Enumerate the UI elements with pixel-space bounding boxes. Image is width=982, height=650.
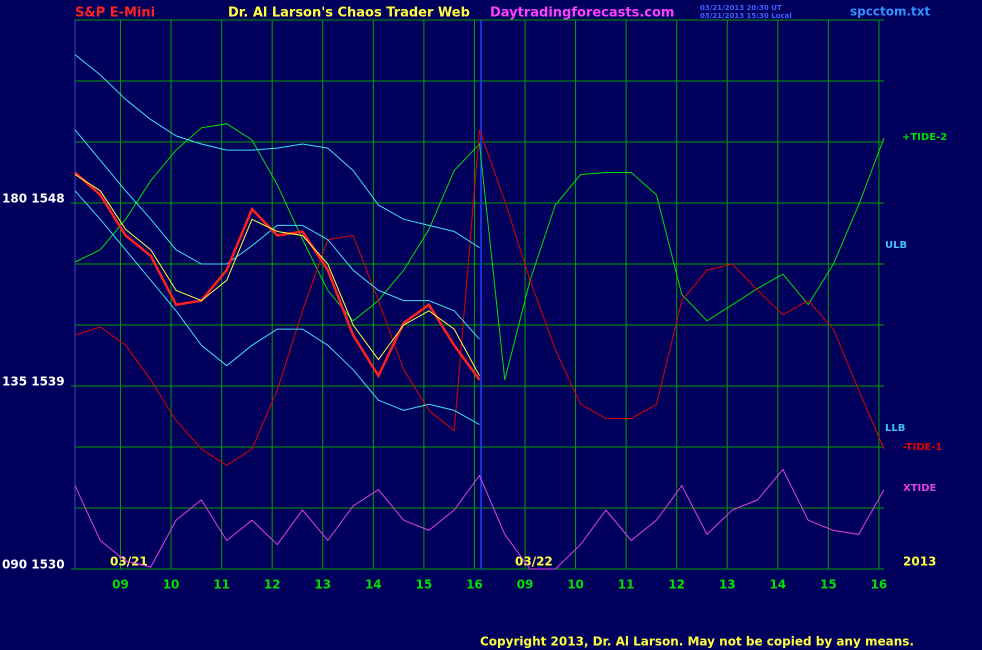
series-line: [74, 54, 480, 249]
x-tick-label: 13: [719, 578, 736, 592]
url: Daytradingforecasts.com: [490, 6, 674, 21]
y-tick-label: 180 1548: [2, 192, 65, 206]
x-tick-label: 11: [213, 578, 230, 592]
series-line: [74, 123, 885, 381]
x-tick-label: 12: [668, 578, 685, 592]
x-tick-label: 09: [517, 578, 534, 592]
series-label: -TIDE-1: [903, 442, 943, 453]
series-line: [74, 129, 480, 340]
x-tick-label: 15: [416, 578, 433, 592]
date-label: 2013: [903, 555, 936, 569]
copyright: Copyright 2013, Dr. Al Larson. May not b…: [480, 635, 914, 649]
x-tick-label: 14: [769, 578, 786, 592]
x-tick-label: 13: [314, 578, 331, 592]
x-tick-label: 16: [466, 578, 483, 592]
timestamp-ut: 03/21/2013 20:30 UT: [700, 4, 782, 12]
x-tick-label: 10: [163, 578, 180, 592]
y-tick-label: 135 1539: [2, 375, 65, 389]
series-label: ULB: [885, 240, 907, 251]
series-label: XTIDE: [903, 483, 937, 494]
date-label: 03/22: [515, 555, 553, 569]
plot-area: 180 1548 135 1539 090 1530 09 10 11 12 13 14 15 16…: [2, 19, 947, 592]
series-line: [74, 190, 480, 426]
x-tick-label: 12: [264, 578, 281, 592]
x-tick-label: 15: [820, 578, 837, 592]
file-name: spcctom.txt: [850, 5, 930, 19]
series-line: [74, 468, 885, 570]
x-tick-label: 14: [365, 578, 382, 592]
series-label: +TIDE-2: [902, 132, 947, 143]
x-tick-label: 11: [618, 578, 635, 592]
x-tick-label: 09: [112, 578, 129, 592]
timestamp-local: 03/21/2013 15:30 Local: [700, 12, 792, 20]
series-line: [74, 171, 481, 381]
symbol: S&P E-Mini: [75, 6, 155, 21]
x-tick-label: 10: [567, 578, 584, 592]
series-line: [74, 129, 885, 466]
series-line: [74, 174, 480, 377]
series-label: LLB: [885, 423, 905, 434]
site-title: Dr. Al Larson's Chaos Trader Web: [228, 6, 470, 21]
y-tick-label: 090 1530: [2, 558, 65, 572]
x-tick-label: 16: [871, 578, 888, 592]
